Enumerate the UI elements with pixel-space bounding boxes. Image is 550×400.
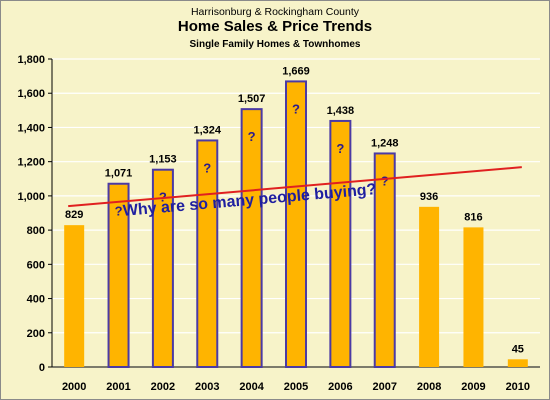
- x-tick-label: 2001: [106, 381, 130, 393]
- question-marker: ?: [203, 160, 211, 175]
- bar: [240, 108, 263, 368]
- x-tick-label: 2007: [372, 381, 396, 393]
- y-tick-label: 1,200: [17, 157, 45, 169]
- data-label: 1,248: [371, 137, 399, 149]
- bar: [285, 80, 307, 368]
- question-marker: ?: [115, 204, 123, 219]
- x-tick-label: 2009: [461, 381, 485, 393]
- bar: [151, 168, 174, 368]
- y-tick-label: 1,000: [17, 191, 45, 203]
- x-tick-label: 2010: [506, 381, 530, 393]
- question-marker: ?: [381, 173, 389, 188]
- y-tick-label: 1,400: [17, 122, 45, 134]
- chart-subtitle: Single Family Homes & Townhomes: [189, 39, 361, 50]
- x-tick-label: 2006: [328, 381, 352, 393]
- data-label: 45: [512, 343, 524, 355]
- bar: [64, 225, 85, 367]
- bar: [107, 182, 130, 368]
- data-label: 1,153: [149, 154, 177, 166]
- chart-supertitle: Harrisonburg & Rockingham County: [190, 6, 360, 18]
- x-tick-label: 2000: [62, 381, 86, 393]
- data-label: 1,071: [105, 168, 133, 180]
- y-tick-label: 1,800: [17, 54, 45, 66]
- y-tick-label: 800: [27, 225, 45, 237]
- data-label: 1,324: [194, 124, 222, 136]
- y-tick-label: 1,600: [17, 88, 45, 100]
- data-label: 1,669: [282, 65, 310, 77]
- x-tick-label: 2003: [195, 381, 219, 393]
- y-tick-label: 200: [27, 328, 45, 340]
- question-marker: ?: [292, 101, 300, 116]
- data-label: 1,438: [327, 105, 355, 117]
- question-marker: ?: [336, 141, 344, 156]
- data-label: 1,507: [238, 93, 266, 105]
- y-tick-label: 600: [27, 259, 45, 271]
- x-tick-label: 2002: [151, 381, 175, 393]
- data-label: 816: [464, 211, 482, 223]
- bar: [419, 206, 440, 367]
- trendline: [68, 166, 522, 208]
- bar: [329, 119, 352, 369]
- x-tick-label: 2004: [239, 381, 264, 393]
- x-tick-label: 2008: [417, 381, 441, 393]
- y-tick-label: 400: [27, 294, 45, 306]
- bar: [463, 227, 484, 367]
- chart-title: Home Sales & Price Trends: [177, 18, 373, 35]
- bar: [196, 139, 219, 368]
- bar: [507, 359, 528, 367]
- data-label: 829: [65, 209, 83, 221]
- bar: [373, 152, 396, 368]
- y-tick-label: 0: [39, 362, 45, 374]
- data-label: 936: [420, 191, 438, 203]
- x-tick-label: 2005: [284, 381, 308, 393]
- question-marker: ?: [248, 129, 256, 144]
